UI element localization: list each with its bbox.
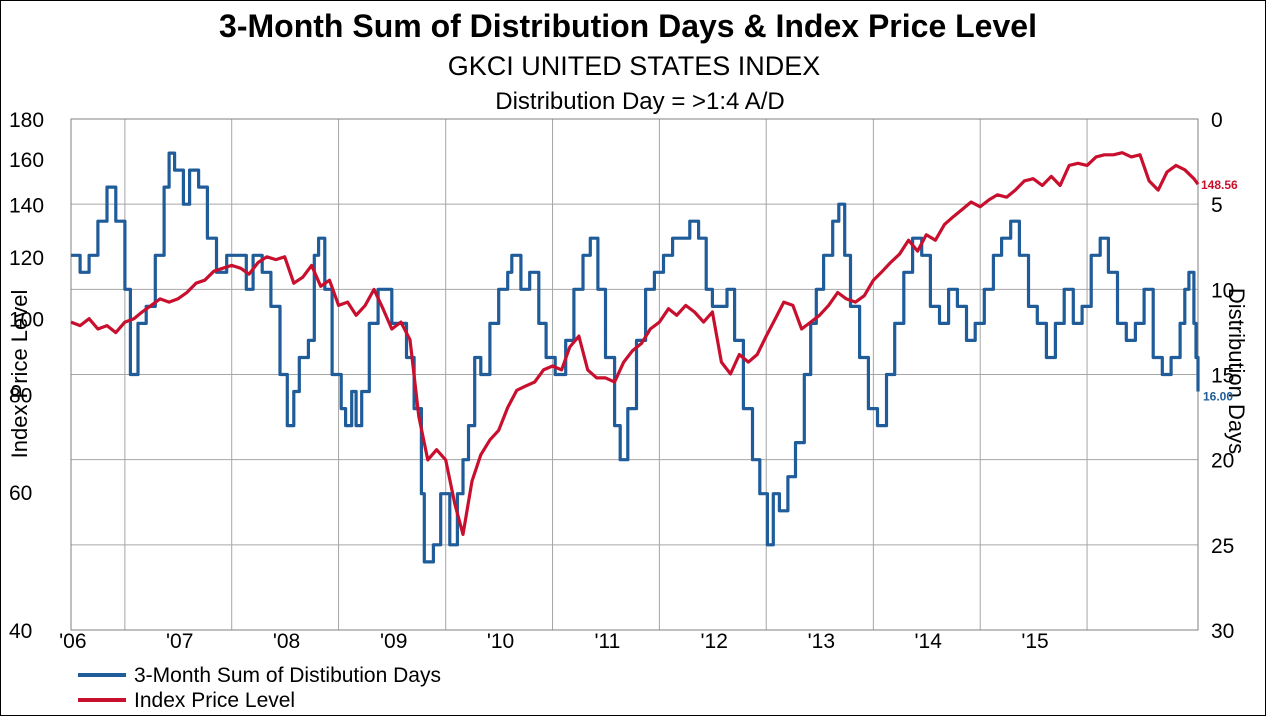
y-right-tick-label: 30 xyxy=(1211,620,1234,643)
y-right-tick-label: 5 xyxy=(1211,194,1223,217)
x-tick-label: '10 xyxy=(487,630,514,653)
x-tick-label: '14 xyxy=(915,630,943,653)
y-left-tick-label: 40 xyxy=(9,620,32,643)
x-tick-label: '09 xyxy=(380,630,407,653)
y-left-tick-label: 180 xyxy=(9,109,44,132)
y-right-tick-label: 20 xyxy=(1211,450,1234,473)
x-tick-label: '07 xyxy=(166,630,193,653)
index-price-line xyxy=(70,151,1200,536)
distribution-end-label: 16.00 xyxy=(1203,390,1233,404)
axis-ticks: 0 5 10 15 20 25 30 '06 '07 '08 '09 '10 '11 '12 '13 '14 '… xyxy=(9,109,1234,653)
y-right-tick-label: 10 xyxy=(1211,279,1234,302)
y-right-tick-label: 15 xyxy=(1211,365,1234,388)
y-left-tick-label: 100 xyxy=(9,309,44,332)
distribution-days-line xyxy=(71,151,1200,564)
y-axis-right-label: Distribution Days xyxy=(1224,288,1249,454)
x-tick-label: '11 xyxy=(594,630,620,653)
y-left-tick-label: 140 xyxy=(9,194,44,217)
chart-title: 3-Month Sum of Distribution Days & Index… xyxy=(219,8,1037,44)
y-right-tick-label: 0 xyxy=(1211,109,1223,132)
y-left-tick-label: 160 xyxy=(9,149,44,172)
x-tick-label: '08 xyxy=(273,630,300,653)
x-tick-label: '15 xyxy=(1021,630,1048,653)
y-left-tick-label: 120 xyxy=(9,247,44,270)
legend: 3-Month Sum of Distibution Days Index Pr… xyxy=(78,664,441,712)
y-right-tick-label: 25 xyxy=(1211,535,1234,558)
legend-label-distribution: 3-Month Sum of Distibution Days xyxy=(134,664,441,687)
y-axis-left-label: Index Price Level xyxy=(7,290,32,459)
x-tick-label: '06 xyxy=(59,630,86,653)
x-tick-label: '12 xyxy=(701,630,728,653)
chart-subtitle-2: Distribution Day = >1:4 A/D xyxy=(495,88,784,115)
grid-lines xyxy=(71,118,1198,631)
chart-subtitle: GKCI UNITED STATES INDEX xyxy=(448,51,821,81)
price-end-label: 148.56 xyxy=(1201,178,1238,192)
x-tick-label: '13 xyxy=(808,630,835,653)
y-left-tick-label: 80 xyxy=(9,385,32,408)
y-left-tick-label: 60 xyxy=(9,482,32,505)
series-lines: 16.00 148.56 xyxy=(70,151,1238,564)
legend-label-price: Index Price Level xyxy=(134,689,295,712)
